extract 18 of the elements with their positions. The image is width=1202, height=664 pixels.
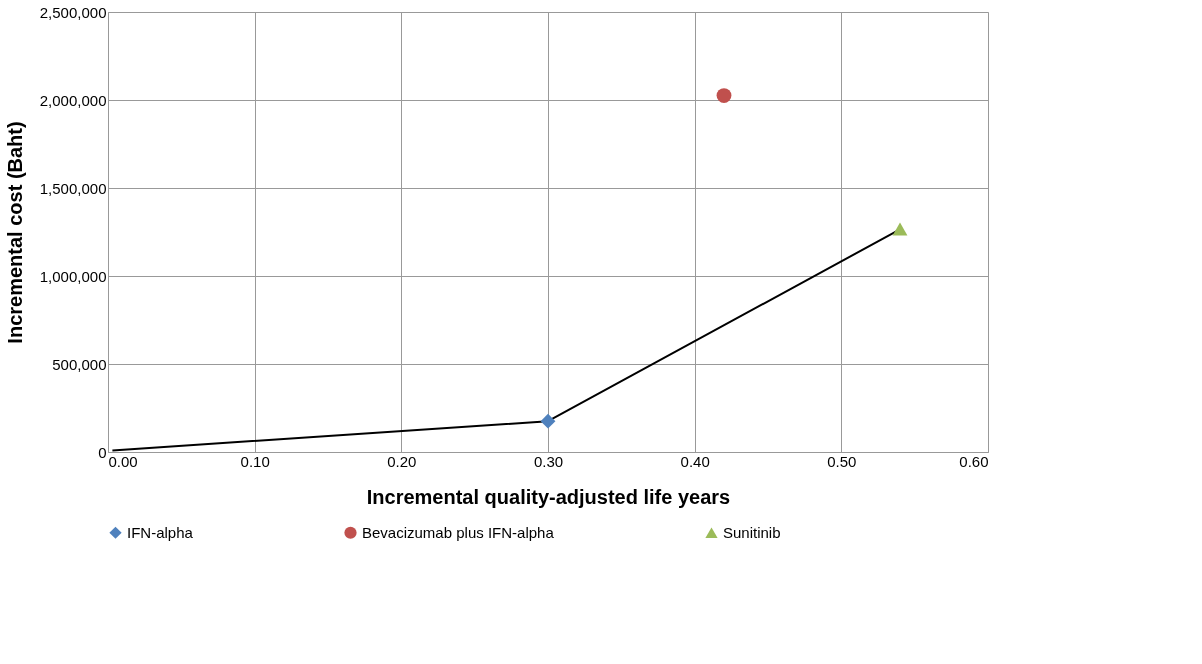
y-tick-label: 2,000,000	[39, 91, 107, 109]
legend-label: Bevacizumab plus IFN-alpha	[362, 523, 555, 541]
legend-label: Sunitinib	[723, 523, 781, 541]
x-tick-label: 0.50	[827, 452, 857, 470]
x-axis-title: Incremental quality-adjusted life years	[366, 485, 731, 508]
x-tick-label: 0.40	[680, 452, 710, 470]
y-tick-label: 0	[98, 443, 107, 461]
x-tick-label: 0.60	[959, 452, 989, 470]
y-tick-label: 1,000,000	[39, 267, 107, 285]
x-tick-label: 0.20	[387, 452, 417, 470]
x-tick-label: 0.00	[108, 452, 138, 470]
y-axis-title: Incremental cost (Baht)	[3, 121, 26, 344]
x-tick-label: 0.10	[240, 452, 270, 470]
legend-label: IFN-alpha	[127, 523, 194, 541]
x-tick-label: 0.30	[533, 452, 564, 470]
y-tick-label: 500,000	[52, 355, 107, 373]
y-tick-label: 2,500,000	[39, 3, 107, 21]
y-tick-label: 1,500,000	[39, 179, 107, 197]
